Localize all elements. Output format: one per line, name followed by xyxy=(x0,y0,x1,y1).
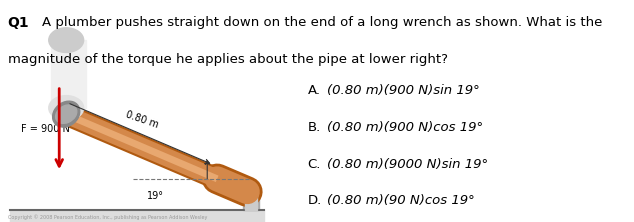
Ellipse shape xyxy=(56,105,77,123)
Ellipse shape xyxy=(53,101,80,127)
Text: 19°: 19° xyxy=(148,191,164,201)
Text: (0.80 m)(90 N)cos 19°: (0.80 m)(90 N)cos 19° xyxy=(327,194,474,207)
Text: B.: B. xyxy=(307,121,321,134)
Text: A plumber pushes straight down on the end of a long wrench as shown. What is the: A plumber pushes straight down on the en… xyxy=(8,16,602,29)
Text: (0.80 m)(900 N)sin 19°: (0.80 m)(900 N)sin 19° xyxy=(327,84,479,97)
Text: A.: A. xyxy=(307,84,321,97)
Bar xyxy=(51,40,86,108)
Text: F = 900 N: F = 900 N xyxy=(22,124,70,134)
Ellipse shape xyxy=(49,96,84,120)
Text: Q1: Q1 xyxy=(8,16,29,30)
Bar xyxy=(243,194,259,210)
Text: D.: D. xyxy=(307,194,321,207)
Text: (0.80 m)(9000 N)sin 19°: (0.80 m)(9000 N)sin 19° xyxy=(327,158,488,171)
Text: C.: C. xyxy=(307,158,321,171)
Text: 0.80 m: 0.80 m xyxy=(125,109,160,130)
Bar xyxy=(245,194,257,210)
Text: (0.80 m)(900 N)cos 19°: (0.80 m)(900 N)cos 19° xyxy=(327,121,482,134)
Text: Copyright © 2008 Pearson Education, Inc., publishing as Pearson Addison Wesley: Copyright © 2008 Pearson Education, Inc.… xyxy=(8,214,207,220)
Ellipse shape xyxy=(49,28,84,52)
Bar xyxy=(10,210,264,222)
Text: magnitude of the torque he applies about the pipe at lower right?: magnitude of the torque he applies about… xyxy=(8,53,448,66)
